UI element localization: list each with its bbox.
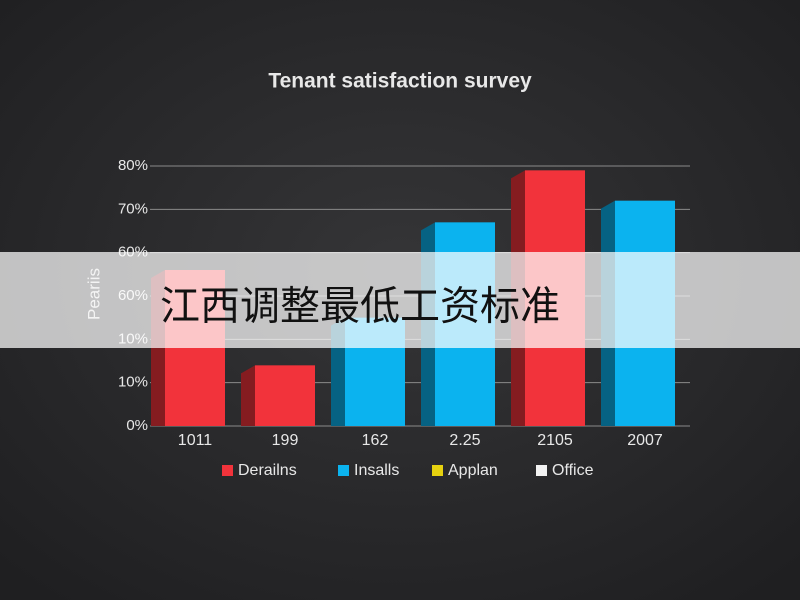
legend-swatch [338,465,349,476]
y-tick-label: 0% [126,417,148,434]
x-tick-label: 2007 [627,432,663,449]
y-tick-label: 10% [118,374,148,391]
legend-label: Derailns [238,462,297,479]
banner-text: 江西调整最低工资标准 [160,285,560,329]
legend-label: Applan [448,462,498,479]
chart-title: Tenant satisfaction survey [268,70,532,93]
x-tick-label: 162 [362,432,389,449]
legend-swatch [432,465,443,476]
y-tick-label: 80% [118,157,148,174]
x-tick-label: 1011 [178,432,213,449]
legend-swatch [536,465,547,476]
bar [255,365,315,426]
y-axis-label: Peariis [84,268,103,320]
legend-label: Office [552,462,594,479]
x-tick-label: 199 [272,432,299,449]
legend-swatch [222,465,233,476]
y-tick-label: 70% [118,200,148,217]
bar-depth [241,365,255,426]
legend-label: Insalls [354,462,399,479]
banner [0,252,800,348]
x-tick-label: 2105 [537,432,573,449]
x-tick-label: 2.25 [449,432,480,449]
